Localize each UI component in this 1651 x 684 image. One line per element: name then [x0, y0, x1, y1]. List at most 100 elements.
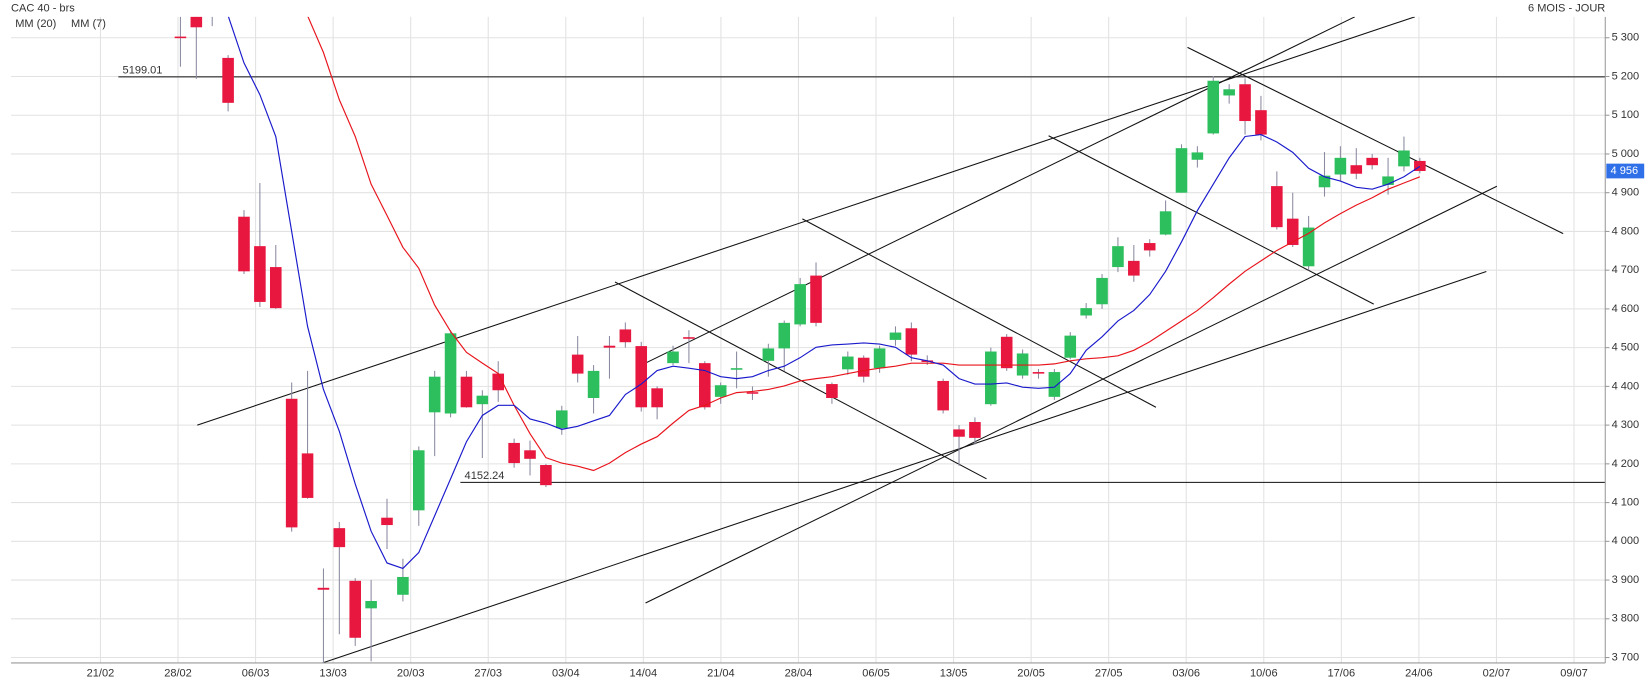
x-tick-label: 27/05 — [1095, 667, 1123, 679]
candle-body — [524, 450, 536, 459]
candle-body — [269, 267, 282, 309]
candle-body — [937, 380, 949, 411]
x-tick-label: 28/04 — [785, 667, 813, 679]
x-tick-label: 06/03 — [242, 667, 270, 679]
candle-body — [730, 368, 743, 370]
y-tick-label: 3 700 — [1612, 651, 1640, 663]
level-label: 5199.01 — [123, 64, 163, 76]
x-tick-label: 17/06 — [1328, 667, 1356, 679]
y-tick-label: 4 200 — [1612, 458, 1640, 470]
candle-body — [285, 398, 298, 528]
x-tick-label: 24/06 — [1405, 667, 1433, 679]
x-tick-label: 02/07 — [1483, 667, 1511, 679]
y-tick-label: 5 000 — [1612, 148, 1640, 160]
candle-body — [1191, 152, 1204, 160]
x-tick-label: 09/07 — [1560, 667, 1588, 679]
x-tick-label: 06/05 — [862, 667, 890, 679]
last-price-label: 4 956 — [1611, 165, 1639, 177]
candle-body — [397, 576, 409, 595]
candle-body — [444, 333, 457, 414]
candle-body — [1350, 165, 1363, 174]
levels: 5199.01 4152.24 — [118, 64, 1606, 483]
candle-body — [969, 422, 981, 438]
candle-body — [1286, 218, 1299, 245]
candle-body — [587, 370, 600, 398]
candle-body — [1318, 175, 1331, 188]
trendline — [1048, 135, 1374, 305]
y-tick-label: 4 700 — [1612, 264, 1640, 276]
candles — [174, 16, 1426, 663]
candle-body — [810, 275, 822, 323]
candle-body — [1096, 277, 1108, 305]
candle-body — [333, 528, 346, 548]
candle-body — [222, 57, 234, 103]
candle-body — [174, 36, 187, 39]
x-tick-label: 28/02 — [164, 667, 192, 679]
y-tick-label: 4 400 — [1612, 380, 1640, 392]
y-tick-label: 3 800 — [1612, 613, 1640, 625]
x-tick-label: 13/03 — [319, 667, 347, 679]
candle-body — [953, 429, 965, 437]
trendline — [1187, 46, 1564, 235]
candle-body — [428, 376, 441, 413]
candle-body — [349, 580, 362, 638]
candle-body — [571, 354, 584, 374]
x-tick-label: 20/03 — [397, 667, 425, 679]
last-price-tag — [1606, 163, 1645, 179]
candle-body — [508, 442, 520, 464]
candle-body — [746, 392, 759, 394]
chart-title: CAC 40 - brs — [11, 2, 75, 14]
moving-average-line — [227, 16, 1421, 570]
x-tick-label: 21/04 — [707, 667, 735, 679]
x-tick-label: 03/04 — [552, 667, 580, 679]
y-tick-label: 3 900 — [1612, 574, 1640, 586]
candle-body — [778, 322, 791, 349]
candle-body — [460, 376, 473, 408]
candle-body — [1255, 110, 1267, 135]
level-label: 4152.24 — [465, 470, 505, 482]
candle-body — [1414, 160, 1426, 172]
period-label: 6 MOIS - JOUR — [1528, 2, 1605, 14]
candle-body — [301, 453, 314, 498]
trendline — [320, 270, 1487, 663]
candle-body — [1064, 335, 1077, 358]
candle-body — [556, 410, 568, 429]
candle-body — [540, 465, 552, 486]
candle-body — [683, 337, 695, 339]
candle-body — [905, 328, 918, 355]
x-tick-label: 27/03 — [474, 667, 502, 679]
candle-body — [603, 345, 616, 348]
x-tick-label: 14/04 — [630, 667, 658, 679]
x-tick-label: 13/05 — [940, 667, 968, 679]
candle-body — [381, 517, 393, 526]
y-tick-label: 4 800 — [1612, 225, 1640, 237]
axes: 3 700 3 800 3 900 4 000 4 100 4 200 4 300 4 400… — [87, 32, 1640, 680]
moving-averages — [227, 16, 1421, 570]
candle-body — [1048, 372, 1061, 397]
candle-body — [1032, 372, 1045, 374]
candle-body — [857, 357, 870, 377]
candle-body — [842, 356, 854, 370]
candle-body — [619, 329, 632, 343]
moving-average-line — [307, 16, 1421, 472]
candle-body — [317, 587, 330, 590]
candle-body — [1143, 243, 1156, 251]
candle-body — [826, 384, 838, 398]
candle-body — [1000, 336, 1013, 369]
candle-body — [1382, 176, 1394, 185]
candle-body — [1207, 80, 1220, 134]
x-tick-label: 20/05 — [1017, 667, 1045, 679]
candle-body — [238, 216, 250, 272]
candle-body — [1128, 260, 1140, 276]
candle-body — [412, 450, 425, 511]
candle-body — [1302, 227, 1315, 267]
trendline — [645, 16, 1356, 364]
y-tick-label: 4 300 — [1612, 419, 1640, 431]
candle-body — [889, 332, 902, 340]
candle-body — [1271, 186, 1283, 228]
candle-body — [762, 348, 775, 361]
candle-body — [1175, 148, 1188, 193]
candle-body — [635, 346, 648, 408]
